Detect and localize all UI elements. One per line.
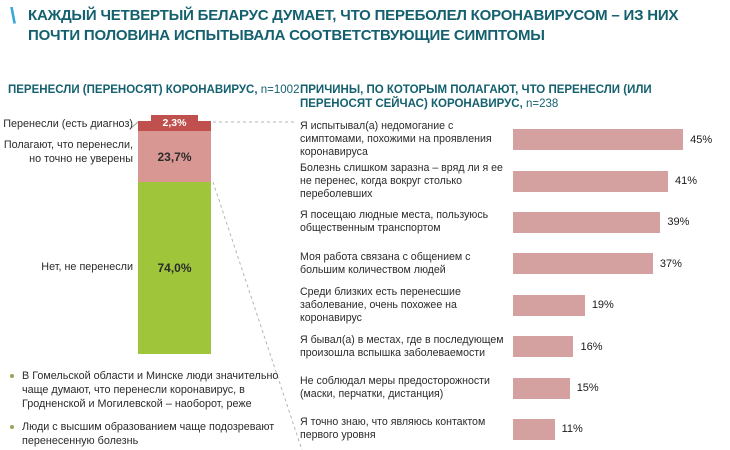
footnote-item: Люди с высшим образованием чаще подозрев… — [8, 420, 300, 448]
stack-segment-not-had: 74,0% — [138, 182, 211, 354]
reason-value: 16% — [580, 340, 603, 353]
footnote-text: Люди с высшим образованием чаще подозрев… — [22, 421, 275, 447]
left-chart-sample-size: n=1002 — [260, 84, 300, 96]
reason-value: 39% — [667, 216, 690, 229]
footnotes: В Гомельской области и Минске люди значи… — [8, 369, 300, 450]
reason-value: 41% — [674, 175, 697, 188]
reason-label: Я посещаю людные места, пользуюсь общест… — [300, 209, 489, 235]
reason-value: 19% — [591, 299, 614, 312]
reason-label: Я точно знаю, что являюсь контактом перв… — [300, 416, 486, 442]
stack-segment-diagnosed-value: 2,3% — [151, 115, 198, 130]
reason-row: Не соблюдал меры предосторожности (маски… — [300, 367, 728, 408]
left-chart-heading: ПЕРЕНЕСЛИ (ПЕРЕНОСЯТ) КОРОНАВИРУС, n=100… — [8, 83, 300, 97]
reason-label: Не соблюдал меры предосторожности (маски… — [300, 375, 490, 401]
bullet-dot-icon — [10, 374, 14, 378]
reason-row: Среди близких есть перенесшие заболевани… — [300, 285, 728, 326]
reason-label: Я испытывал(а) недомогание с симптомами,… — [300, 120, 492, 159]
reason-bar — [513, 253, 653, 275]
right-chart-sample-size: n=238 — [525, 98, 559, 110]
slide-title-line1: КАЖДЫЙ ЧЕТВЕРТЫЙ БЕЛАРУС ДУМАЕТ, ЧТО ПЕР… — [28, 7, 679, 24]
reasons-bar-chart: Я испытывал(а) недомогание с симптомами,… — [300, 119, 728, 450]
stack-label-not-had: Нет, не перенесли — [41, 261, 133, 273]
reason-bar — [513, 336, 574, 358]
stack-label-diagnosed: Перенесли (есть диагноз) — [3, 118, 133, 130]
reason-bar — [513, 294, 585, 316]
reason-row: Болезнь слишком заразна – вряд ли я ее н… — [300, 160, 728, 201]
reason-row: Я бывал(а) в местах, где в последующем п… — [300, 326, 728, 367]
left-chart-heading-text: ПЕРЕНЕСЛИ (ПЕРЕНОСЯТ) КОРОНАВИРУС, — [8, 84, 258, 96]
reason-label: Болезнь слишком заразна – вряд ли я ее н… — [300, 161, 503, 200]
brand-slash-icon: \ — [10, 3, 17, 28]
reason-label: Моя работа связана с общением с большим … — [300, 250, 471, 276]
reason-bar — [513, 129, 684, 151]
reason-bar — [513, 418, 555, 440]
reason-row: Я точно знаю, что являюсь контактом перв… — [300, 409, 728, 450]
footnote-text: В Гомельской области и Минске люди значи… — [22, 370, 279, 410]
reason-value: 45% — [690, 133, 713, 146]
footnote-item: В Гомельской области и Минске люди значи… — [8, 369, 300, 411]
slide-title: КАЖДЫЙ ЧЕТВЕРТЫЙ БЕЛАРУС ДУМАЕТ, ЧТО ПЕР… — [28, 6, 728, 46]
reason-row: Я испытывал(а) недомогание с симптомами,… — [300, 119, 728, 160]
stack-segment-not-had-value: 74,0% — [157, 261, 192, 275]
reason-value: 37% — [659, 257, 682, 270]
reason-value: 11% — [561, 423, 583, 436]
stack-segment-think-had: 23,7% — [138, 131, 211, 182]
reason-label: Я бывал(а) в местах, где в последующем п… — [300, 333, 504, 359]
right-chart-heading-text: ПРИЧИНЫ, ПО КОТОРЫМ ПОЛАГАЮТ, ЧТО ПЕРЕНЕ… — [300, 84, 652, 110]
reason-row: Моя работа связана с общением с большим … — [300, 243, 728, 284]
reason-bar — [513, 377, 570, 399]
right-chart-heading: ПРИЧИНЫ, ПО КОТОРЫМ ПОЛАГАЮТ, ЧТО ПЕРЕНЕ… — [300, 83, 692, 111]
bullet-dot-icon — [10, 425, 14, 429]
reason-bar — [513, 170, 668, 192]
reason-row: Я посещаю людные места, пользуюсь общест… — [300, 202, 728, 243]
reason-bar — [513, 211, 661, 233]
slide-title-line2: ПОЧТИ ПОЛОВИНА ИСПЫТЫВАЛА СООТВЕТСТВУЮЩИ… — [28, 27, 545, 44]
reason-label: Среди близких есть перенесшие заболевани… — [300, 285, 461, 324]
reason-value: 15% — [576, 382, 599, 395]
stack-segment-think-had-value: 23,7% — [157, 149, 192, 164]
stack-label-think-had: Полагают, что перенесли, но точно не уве… — [3, 139, 133, 165]
